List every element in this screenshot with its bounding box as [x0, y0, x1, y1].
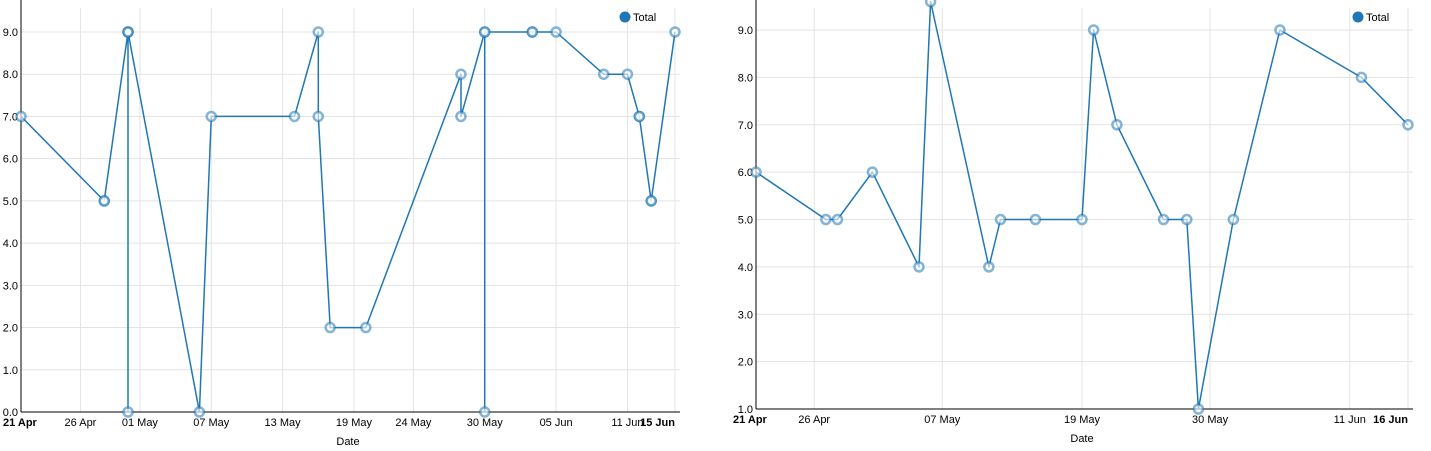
right-x-tick-label-6: 16 Jun — [1373, 414, 1408, 426]
right-x-axis-title: Date — [1070, 433, 1093, 445]
chart-panel-left: 0.0 1.0 2.0 3.0 4.0 5.0 6.0 7.0 8.0 9.0 21 Apr 26 A… — [0, 0, 700, 451]
chart-left: 0.0 1.0 2.0 3.0 4.0 5.0 6.0 7.0 8.0 9.0 21 Apr 26 A… — [3, 0, 681, 448]
left-y-tick-label-2: 2.0 — [3, 323, 18, 335]
right-data-point-0-0[interactable] — [750, 166, 762, 178]
left-data-point-0-20[interactable] — [526, 26, 539, 38]
left-x-tick-label-2: 01 May — [122, 417, 159, 429]
right-data-point-0-10[interactable] — [1087, 24, 1100, 36]
right-data-point-0-18[interactable] — [1402, 119, 1414, 131]
left-data-point-0-5[interactable] — [122, 406, 134, 418]
right-data-point-0-11[interactable] — [1111, 119, 1123, 131]
left-data-point-0-23[interactable] — [621, 68, 634, 80]
right-y-tick-label-7: 8.0 — [738, 72, 753, 84]
right-x-tick-label-1: 26 Apr — [798, 414, 830, 426]
left-y-tick-label-1: 1.0 — [3, 365, 18, 377]
left-data-point-0-21[interactable] — [550, 26, 562, 38]
right-legend-marker-0[interactable] — [1352, 11, 1364, 23]
right-x-tick-label-2: 07 May — [924, 414, 961, 426]
right-y-tick-label-6: 7.0 — [738, 120, 753, 132]
right-data-point-0-4[interactable] — [913, 261, 925, 273]
right-data-point-0-1[interactable] — [820, 213, 832, 226]
left-y-tick-label-7: 7.0 — [3, 111, 18, 123]
right-data-point-0-3[interactable] — [866, 166, 879, 178]
left-legend-marker-0[interactable] — [619, 11, 631, 23]
left-y-tick-label-0: 0.0 — [3, 407, 18, 419]
left-data-point-0-25[interactable] — [633, 110, 646, 123]
right-y-tick-label-1: 2.0 — [738, 357, 753, 369]
left-data-point-0-28[interactable] — [669, 26, 681, 38]
right-data-point-0-7[interactable] — [994, 213, 1007, 226]
right-y-tick-label-2: 3.0 — [738, 309, 753, 321]
left-data-point-0-11[interactable] — [312, 110, 325, 123]
left-data-point-0-12[interactable] — [324, 321, 336, 334]
right-data-point-0-16[interactable] — [1274, 24, 1286, 36]
left-x-tick-label-4: 13 May — [265, 417, 302, 429]
right-data-point-0-9[interactable] — [1076, 213, 1088, 226]
left-data-point-0-17[interactable] — [478, 406, 491, 418]
right-y-tick-label-3: 4.0 — [738, 262, 753, 274]
right-data-point-0-12[interactable] — [1157, 213, 1170, 226]
left-y-tick-label-6: 6.0 — [3, 154, 18, 166]
left-x-axis-title: Date — [336, 436, 359, 448]
left-y-tick-label-9: 9.0 — [3, 27, 18, 39]
left-data-point-0-10[interactable] — [312, 26, 325, 38]
right-x-tick-label-5: 11 Jun — [1334, 414, 1366, 426]
left-data-point-0-27[interactable] — [645, 195, 657, 207]
left-x-tick-label-10: 15 Jun — [640, 417, 675, 429]
right-data-point-0-5[interactable] — [924, 0, 937, 8]
left-series-line-0 — [20, 31, 676, 413]
right-data-point-0-13[interactable] — [1181, 213, 1193, 226]
left-x-tick-label-6: 24 May — [395, 417, 432, 429]
left-x-tick-label-7: 30 May — [467, 417, 504, 429]
right-y-tick-label-4: 5.0 — [738, 215, 753, 227]
left-y-tick-label-3: 3.0 — [3, 280, 18, 292]
left-data-point-0-0[interactable] — [15, 110, 27, 123]
right-data-point-0-14[interactable] — [1192, 403, 1205, 415]
right-data-point-0-17[interactable] — [1355, 71, 1368, 84]
right-data-point-0-8[interactable] — [1029, 213, 1042, 226]
left-data-point-0-6[interactable] — [122, 26, 134, 38]
chart-right: 1.0 2.0 3.0 4.0 5.0 6.0 7.0 8.0 9.0 21 Apr 26 Apr 0… — [733, 0, 1414, 445]
right-y-tick-label-0: 1.0 — [738, 404, 753, 416]
chart-panel-right: 1.0 2.0 3.0 4.0 5.0 6.0 7.0 8.0 9.0 21 Apr 26 Apr 0… — [730, 0, 1430, 451]
left-x-tick-label-9: 11 Jun — [611, 417, 643, 429]
left-data-point-0-9[interactable] — [288, 110, 301, 123]
right-data-point-0-6[interactable] — [983, 261, 995, 273]
right-y-tick-label-8: 9.0 — [738, 25, 753, 37]
left-data-point-0-7[interactable] — [193, 406, 206, 418]
left-legend-label-0[interactable]: Total — [633, 12, 656, 24]
left-data-point-0-8[interactable] — [205, 110, 218, 123]
left-y-tick-label-4: 4.0 — [3, 238, 18, 250]
right-x-tick-label-0: 21 Apr — [733, 414, 768, 426]
left-y-tick-label-8: 8.0 — [3, 69, 18, 81]
left-data-point-0-15[interactable] — [455, 110, 467, 123]
left-x-tick-label-5: 19 May — [336, 417, 373, 429]
left-y-tick-label-5: 5.0 — [3, 196, 18, 208]
left-x-tick-label-3: 07 May — [193, 417, 230, 429]
left-x-tick-label-8: 05 Jun — [540, 417, 573, 429]
left-data-point-0-14[interactable] — [455, 68, 467, 80]
right-x-tick-label-4: 30 May — [1192, 414, 1229, 426]
left-x-tick-label-1: 26 Apr — [65, 417, 97, 429]
left-x-tick-label-0: 21 Apr — [3, 417, 38, 429]
right-x-tick-label-3: 19 May — [1064, 414, 1101, 426]
left-data-point-0-18[interactable] — [478, 26, 491, 38]
right-data-point-0-2[interactable] — [831, 213, 844, 226]
right-y-tick-label-5: 6.0 — [738, 167, 753, 179]
right-data-point-0-15[interactable] — [1227, 213, 1240, 226]
left-data-point-0-2[interactable] — [98, 195, 110, 207]
right-legend-label-0[interactable]: Total — [1366, 12, 1389, 24]
left-data-point-0-22[interactable] — [597, 68, 610, 80]
left-data-point-0-13[interactable] — [360, 321, 372, 334]
